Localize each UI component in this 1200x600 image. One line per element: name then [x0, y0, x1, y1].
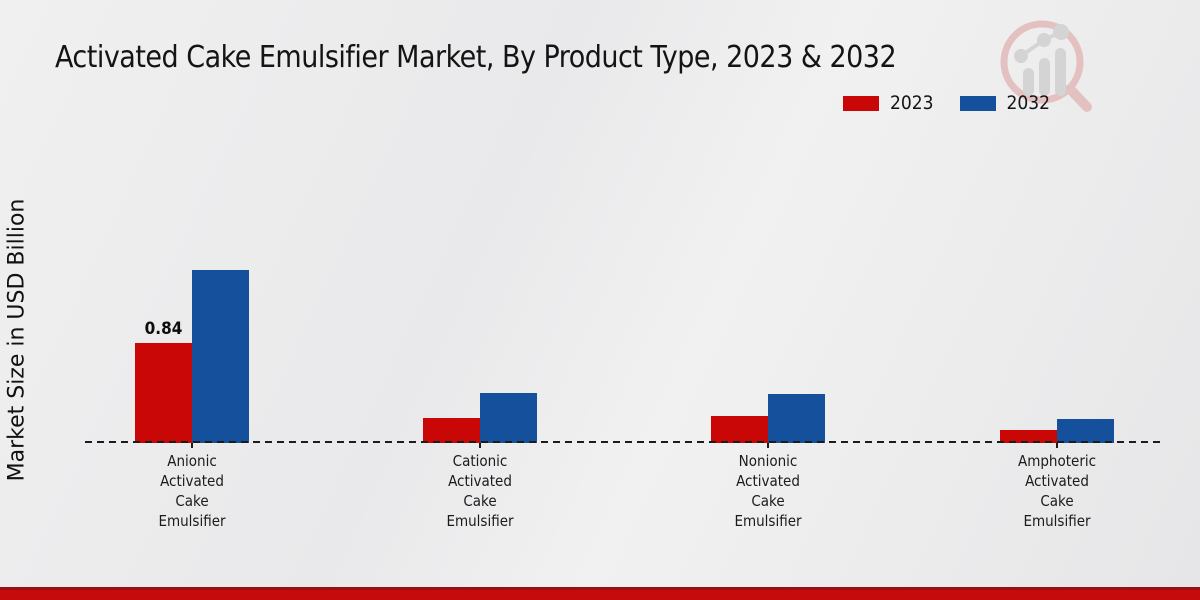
category-label-nonionic: Nonionic Activated Cake Emulsifier [734, 452, 802, 530]
bar-2032-amphoteric [1057, 419, 1114, 443]
legend-item-2023: 2023 [843, 92, 934, 114]
bar-2023-nonionic [711, 416, 768, 443]
category-label-anionic: Anionic Activated Cake Emulsifier [158, 452, 226, 530]
y-axis-title: Market Size in USD Billion [4, 198, 30, 482]
category-label-cationic: Cationic Activated Cake Emulsifier [446, 452, 514, 530]
bar-value-label-2023: 0.84 [144, 319, 183, 339]
footer-red-band [0, 587, 1200, 600]
category-label-amphoteric: Amphoteric Activated Cake Emulsifier [1017, 452, 1097, 530]
bar-2023-amphoteric [1000, 430, 1057, 443]
legend-swatch-2032-icon [959, 95, 996, 111]
x-axis-tick-amphoteric [1056, 443, 1058, 448]
zero-baseline [85, 441, 1165, 443]
x-axis-tick-nonionic [767, 443, 769, 448]
chart-title: Activated Cake Emulsifier Market, By Pro… [55, 40, 897, 75]
legend-item-2032: 2032 [959, 92, 1051, 114]
x-axis-tick-cationic [479, 443, 481, 448]
bar-2023-cationic [423, 418, 480, 443]
legend-label-2032: 2032 [1006, 92, 1051, 114]
bar-2032-cationic [480, 393, 537, 443]
legend-label-2023: 2023 [890, 92, 934, 114]
bar-2023-anionic [135, 343, 192, 443]
bar-2032-nonionic [768, 394, 825, 443]
bar-2032-anionic [192, 270, 249, 443]
legend-swatch-2023-icon [843, 95, 879, 111]
x-axis-tick-anionic [191, 443, 193, 448]
magnifier-bar-chart-logo-icon [1000, 20, 1092, 112]
legend: 2023 2032 [843, 92, 1050, 114]
